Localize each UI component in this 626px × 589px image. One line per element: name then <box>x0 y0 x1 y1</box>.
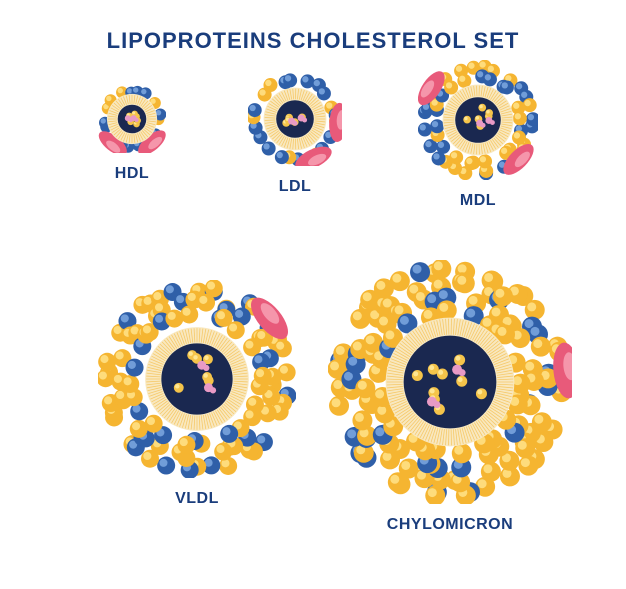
lipoprotein-chylo: CHYLOMICRON <box>328 260 572 534</box>
particle-vldl <box>98 280 296 478</box>
lipoprotein-hdl: HDL <box>98 85 166 183</box>
particle-mdl <box>418 60 538 180</box>
particle-chylo <box>328 260 572 504</box>
label-vldl: VLDL <box>175 490 219 508</box>
particle-ldl <box>248 72 342 166</box>
label-chylo: CHYLOMICRON <box>387 516 513 534</box>
label-mdl: MDL <box>460 192 496 210</box>
page-title: LIPOPROTEINS CHOLESTEROL SET <box>0 0 626 54</box>
label-hdl: HDL <box>115 165 149 183</box>
lipoprotein-mdl: MDL <box>418 60 538 210</box>
particle-hdl <box>98 85 166 153</box>
lipoprotein-ldl: LDL <box>248 72 342 196</box>
lipoprotein-vldl: VLDL <box>98 280 296 508</box>
label-ldl: LDL <box>279 178 312 196</box>
